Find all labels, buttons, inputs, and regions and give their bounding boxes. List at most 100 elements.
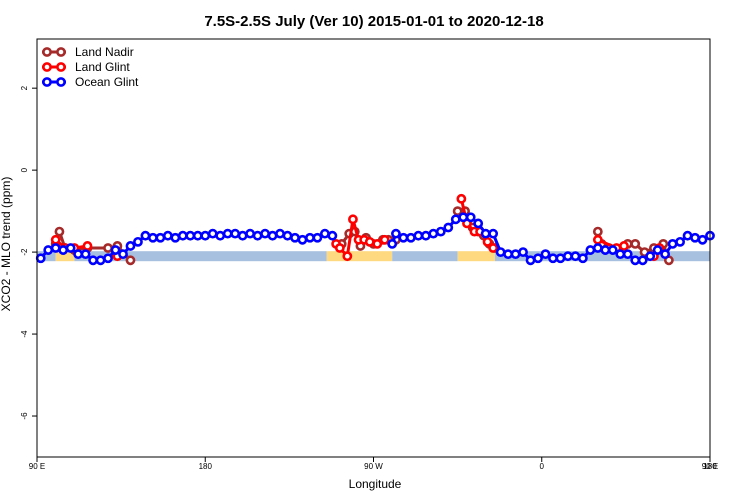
data-point xyxy=(125,255,136,266)
data-point xyxy=(80,249,91,260)
data-point xyxy=(592,226,603,237)
data-point xyxy=(290,232,300,243)
data-point xyxy=(428,228,439,239)
data-point xyxy=(110,245,121,255)
data-point xyxy=(260,228,270,239)
data-point xyxy=(297,234,308,245)
data-point xyxy=(645,251,656,262)
data-point xyxy=(282,230,293,241)
data-point xyxy=(207,228,218,239)
series-land-glint xyxy=(50,193,665,262)
data-point xyxy=(103,253,113,264)
y-tick-label: 2 xyxy=(20,85,29,90)
land-band-segment xyxy=(457,251,496,262)
data-point xyxy=(622,249,633,260)
x-axis-label: Longitude xyxy=(349,477,402,491)
data-point xyxy=(215,230,226,241)
data-point xyxy=(372,239,383,249)
data-point xyxy=(675,236,685,247)
data-point xyxy=(35,253,46,264)
data-point xyxy=(252,230,263,241)
data-point xyxy=(585,245,596,255)
data-point xyxy=(82,241,93,251)
data-point xyxy=(435,226,446,237)
data-point xyxy=(170,232,181,243)
surface-band xyxy=(37,251,710,262)
data-point xyxy=(148,232,158,243)
data-point xyxy=(95,255,106,266)
data-point xyxy=(473,218,484,229)
ocean-band-segment xyxy=(74,251,327,262)
data-point xyxy=(245,228,256,239)
data-point xyxy=(133,236,143,247)
x-tick-label: 90 W xyxy=(364,462,383,471)
data-point xyxy=(525,255,536,266)
data-point xyxy=(619,241,629,251)
data-point xyxy=(480,228,491,239)
ocean-band-segment xyxy=(37,251,56,262)
data-point xyxy=(125,241,136,251)
data-point xyxy=(155,232,166,243)
data-point xyxy=(458,212,469,223)
data-point xyxy=(510,249,521,260)
legend-item-land-nadir: Land Nadir xyxy=(42,45,134,59)
data-point xyxy=(305,232,315,243)
data-point xyxy=(177,230,188,241)
data-point xyxy=(503,249,513,260)
data-point xyxy=(43,245,54,255)
legend-marker xyxy=(56,77,66,87)
chart-title: 7.5S-2.5S July (Ver 10) 2015-01-01 to 20… xyxy=(204,13,543,30)
legend-marker xyxy=(42,47,52,57)
data-point xyxy=(348,214,358,225)
data-point xyxy=(592,234,603,245)
data-point xyxy=(533,253,543,264)
legend-marker xyxy=(42,62,52,72)
y-tick-label: 0 xyxy=(20,167,29,172)
data-point xyxy=(327,230,338,241)
data-point xyxy=(563,251,573,262)
data-point xyxy=(660,249,671,260)
data-point xyxy=(312,232,323,243)
data-point xyxy=(65,243,76,253)
y-axis: 2 0 -2 -4 -6 xyxy=(20,85,37,420)
data-point xyxy=(495,247,506,257)
data-point xyxy=(690,232,700,243)
data-point xyxy=(387,239,398,249)
ocean-band-segment xyxy=(392,251,458,262)
data-point xyxy=(682,230,693,241)
y-tick-label: -6 xyxy=(20,412,29,420)
data-point xyxy=(577,253,588,264)
data-point xyxy=(518,247,528,257)
data-point xyxy=(413,230,424,241)
data-point xyxy=(200,230,211,241)
data-point xyxy=(456,193,467,204)
data-point xyxy=(88,255,98,266)
data-point xyxy=(118,249,128,260)
data-point xyxy=(398,232,409,243)
data-point xyxy=(488,228,499,239)
data-point xyxy=(667,239,678,249)
data-point xyxy=(600,245,611,255)
data-point xyxy=(319,228,330,239)
legend-marker xyxy=(56,47,66,57)
data-point xyxy=(334,243,345,253)
ocean-band-segment xyxy=(495,251,710,262)
x-tick-label: 180 xyxy=(703,462,717,471)
data-point xyxy=(162,230,173,241)
data-point xyxy=(548,253,558,264)
data-point xyxy=(697,234,708,245)
data-point xyxy=(185,230,196,241)
x-tick-label: 0 xyxy=(540,462,545,471)
data-point xyxy=(488,243,499,253)
x-tick-label: 90 E xyxy=(702,462,718,471)
data-point xyxy=(379,234,390,245)
data-point xyxy=(592,243,603,253)
data-point xyxy=(222,228,233,239)
data-point xyxy=(275,228,285,239)
data-point xyxy=(615,249,626,260)
data-point xyxy=(540,249,551,260)
data-point xyxy=(405,232,416,243)
data-point xyxy=(420,230,431,241)
